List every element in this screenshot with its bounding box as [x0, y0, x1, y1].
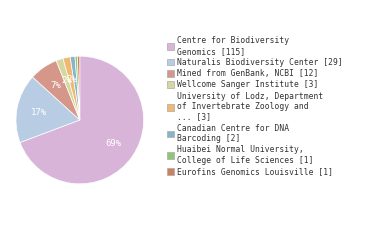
Wedge shape: [20, 56, 144, 184]
Wedge shape: [16, 77, 80, 143]
Wedge shape: [70, 56, 80, 120]
Wedge shape: [75, 56, 80, 120]
Text: 7%: 7%: [51, 81, 62, 90]
Wedge shape: [33, 61, 80, 120]
Legend: Centre for Biodiversity
Genomics [115], Naturalis Biodiversity Center [29], Mine: Centre for Biodiversity Genomics [115], …: [167, 36, 343, 176]
Text: 17%: 17%: [31, 108, 47, 117]
Wedge shape: [56, 58, 80, 120]
Text: 69%: 69%: [106, 139, 122, 148]
Wedge shape: [63, 57, 80, 120]
Text: 2%: 2%: [61, 76, 72, 85]
Wedge shape: [78, 56, 80, 120]
Text: 2%: 2%: [66, 75, 77, 84]
